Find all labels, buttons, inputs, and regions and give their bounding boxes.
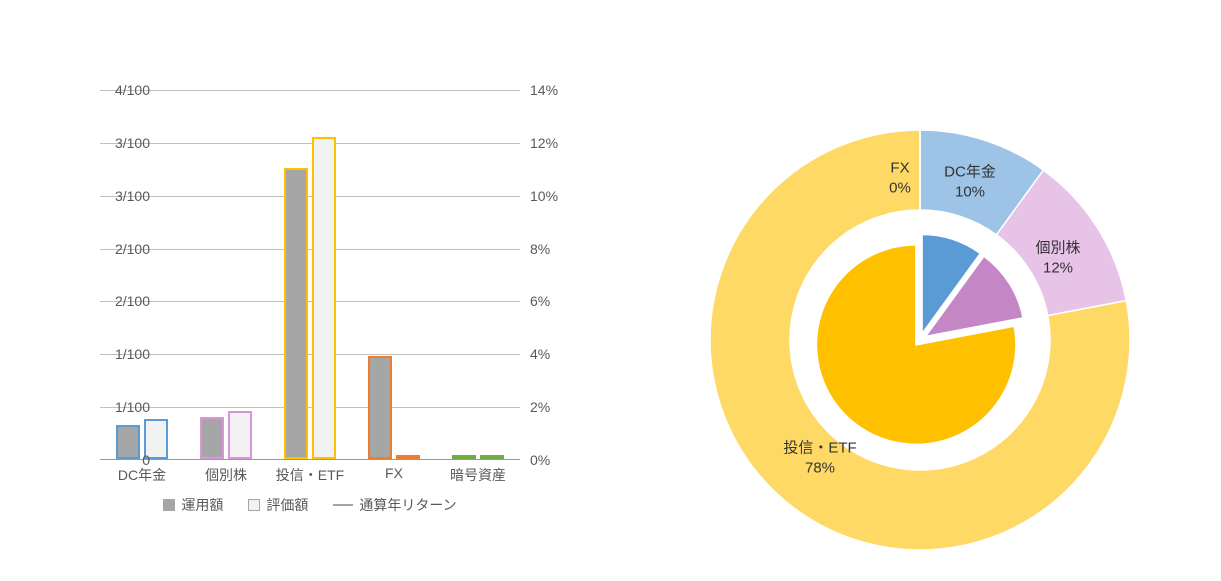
donut-chart: FX0% DC年金10% 個別株12% 投信・ETF78%	[640, 60, 1200, 560]
bar-legend: 運用額 評価額 通算年リターン	[100, 495, 520, 515]
xtick: 個別株	[205, 465, 247, 485]
ytick-right: 0%	[530, 452, 580, 468]
ytick-right: 6%	[530, 293, 580, 309]
legend-item: 通算年リターン	[333, 495, 456, 515]
ytick-left: 2/100	[90, 241, 150, 257]
gridline	[100, 90, 520, 91]
donut-label: 個別株12%	[1035, 239, 1080, 278]
xtick: 暗号資産	[450, 465, 506, 485]
gridline	[100, 249, 520, 250]
xtick: 投信・ETF	[276, 465, 344, 485]
donut-label: DC年金10%	[944, 163, 996, 202]
ytick-left: 3/100	[90, 188, 150, 204]
donut-svg	[690, 110, 1150, 570]
bar-valuation	[480, 455, 504, 459]
gridline	[100, 354, 520, 355]
bar-operation	[284, 168, 308, 459]
legend-label: 運用額	[181, 495, 223, 515]
ytick-right: 8%	[530, 241, 580, 257]
bar-chart: 01/1001/1002/1002/1003/1003/1004/100 0%2…	[40, 80, 580, 560]
legend-swatch	[248, 499, 260, 511]
ytick-right: 2%	[530, 399, 580, 415]
bar-operation	[452, 455, 476, 459]
bar-valuation	[396, 455, 420, 459]
bar-valuation	[228, 411, 252, 459]
ytick-left: 1/100	[90, 346, 150, 362]
legend-label: 通算年リターン	[359, 495, 456, 515]
bar-operation	[368, 356, 392, 459]
gridline	[100, 143, 520, 144]
gridline	[100, 407, 520, 408]
bar-operation	[200, 417, 224, 459]
bar-valuation	[312, 137, 336, 459]
gridline	[100, 301, 520, 302]
xtick: DC年金	[118, 465, 166, 485]
bar-plot-area	[100, 90, 520, 460]
ytick-left: 4/100	[90, 82, 150, 98]
ytick-right: 10%	[530, 188, 580, 204]
donut-label: 投信・ETF78%	[783, 439, 856, 478]
ytick-left: 3/100	[90, 135, 150, 151]
donut-label: FX0%	[889, 159, 911, 198]
gridline	[100, 196, 520, 197]
ytick-left: 2/100	[90, 293, 150, 309]
legend-label: 評価額	[266, 495, 308, 515]
ytick-right: 12%	[530, 135, 580, 151]
legend-line	[333, 504, 353, 506]
ytick-right: 4%	[530, 346, 580, 362]
legend-item: 評価額	[248, 495, 308, 515]
ytick-left: 1/100	[90, 399, 150, 415]
legend-swatch	[163, 499, 175, 511]
legend-item: 運用額	[163, 495, 223, 515]
xtick: FX	[385, 465, 403, 481]
ytick-right: 14%	[530, 82, 580, 98]
